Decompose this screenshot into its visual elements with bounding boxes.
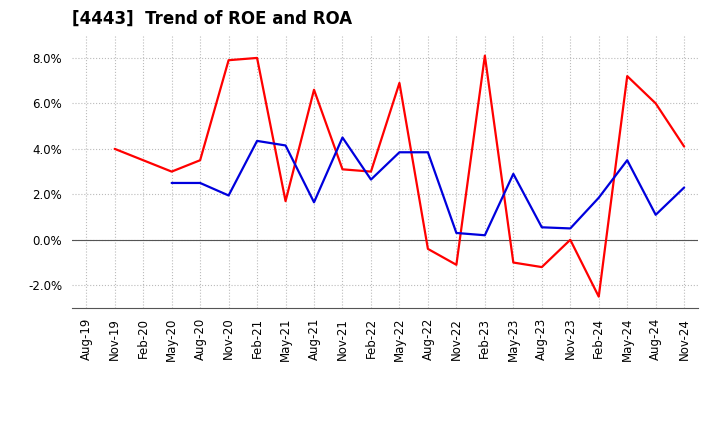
ROA xyxy=(338,135,347,140)
Line: ROE: ROE xyxy=(114,55,684,297)
ROE xyxy=(509,260,518,265)
ROE xyxy=(282,198,290,204)
ROE xyxy=(225,58,233,63)
ROE xyxy=(395,80,404,85)
ROE xyxy=(480,53,489,58)
ROE xyxy=(338,167,347,172)
ROE xyxy=(139,158,148,163)
ROE xyxy=(196,158,204,163)
ROA xyxy=(509,171,518,176)
ROA xyxy=(480,233,489,238)
Text: [4443]  Trend of ROE and ROA: [4443] Trend of ROE and ROA xyxy=(72,10,352,28)
ROE xyxy=(423,246,432,252)
ROA xyxy=(167,180,176,186)
ROE xyxy=(310,87,318,92)
ROA xyxy=(595,195,603,200)
ROE xyxy=(652,101,660,106)
ROA xyxy=(395,150,404,155)
ROE xyxy=(366,169,375,174)
ROA xyxy=(623,158,631,163)
ROE xyxy=(566,237,575,242)
ROA xyxy=(282,143,290,148)
ROA xyxy=(680,185,688,190)
ROA xyxy=(537,225,546,230)
ROE xyxy=(110,146,119,151)
ROA xyxy=(253,138,261,143)
ROE xyxy=(623,73,631,79)
ROE xyxy=(253,55,261,61)
Line: ROA: ROA xyxy=(171,137,684,235)
ROA xyxy=(196,180,204,186)
ROE xyxy=(595,294,603,299)
ROA xyxy=(366,177,375,182)
ROE xyxy=(167,169,176,174)
ROA xyxy=(423,150,432,155)
ROE xyxy=(537,264,546,270)
ROE xyxy=(452,262,461,268)
ROA xyxy=(652,212,660,217)
ROA xyxy=(225,193,233,198)
ROA xyxy=(310,200,318,205)
ROA xyxy=(452,231,461,236)
ROA xyxy=(566,226,575,231)
ROE xyxy=(680,144,688,149)
